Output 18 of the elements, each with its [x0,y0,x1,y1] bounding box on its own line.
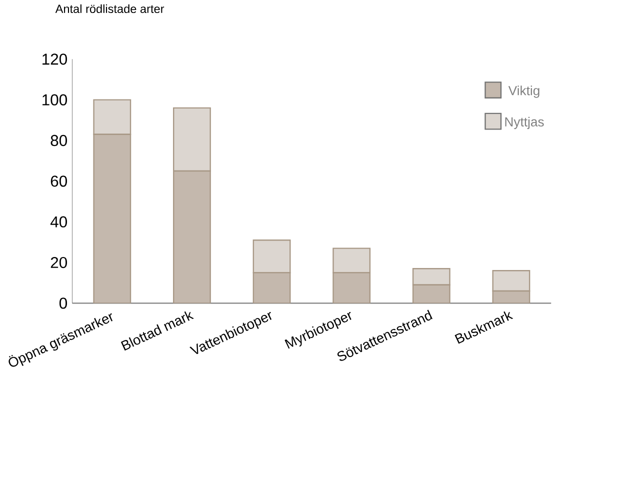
y-axis-title: Antal rödlistade arter [55,4,164,13]
bar [412,268,450,286]
bar [412,284,450,304]
y-tick-label: 40 [50,216,67,228]
y-tick-label: 120 [42,54,67,65]
bar [252,239,291,274]
bar [93,134,132,304]
y-tick-label: 100 [42,94,67,106]
legend-label: Nyttjas [505,116,544,130]
y-tick-label: 20 [50,256,67,268]
bar [332,248,371,274]
y-tick-label: 60 [50,176,67,187]
legend-label: Viktig [508,86,540,98]
bar [173,170,211,304]
y-tick-label: 80 [50,134,67,146]
bar [332,272,371,304]
bar [252,272,291,304]
y-tick-label: 0 [59,298,67,309]
